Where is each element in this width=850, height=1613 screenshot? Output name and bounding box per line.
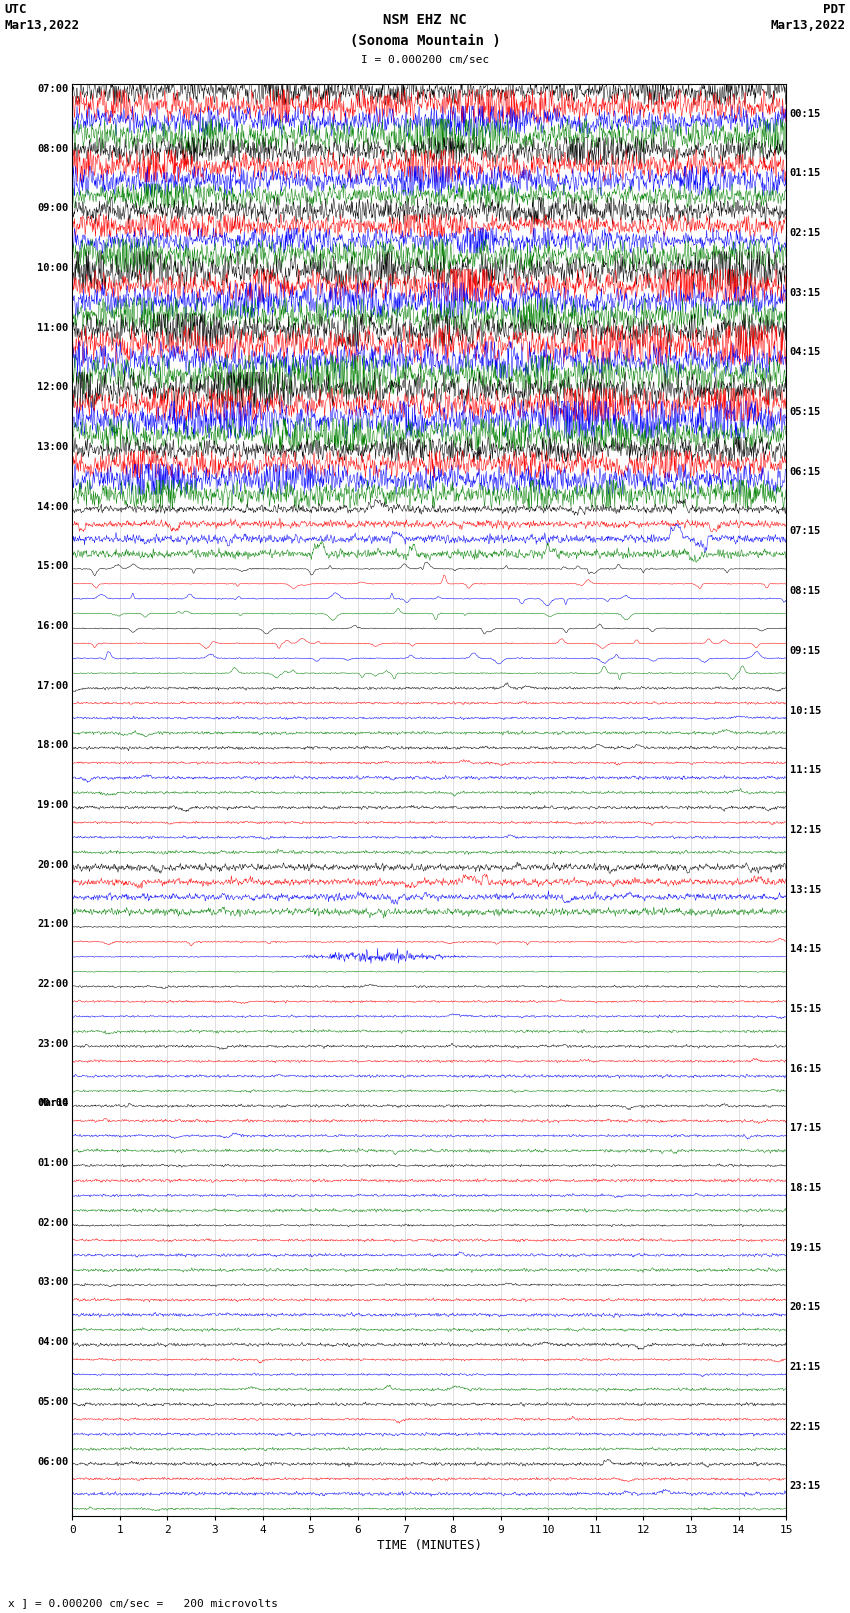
Text: 01:00: 01:00: [37, 1158, 69, 1168]
Text: 20:00: 20:00: [37, 860, 69, 869]
Text: 05:15: 05:15: [790, 406, 821, 418]
Text: 16:15: 16:15: [790, 1063, 821, 1074]
Text: 23:15: 23:15: [790, 1481, 821, 1492]
Text: 18:15: 18:15: [790, 1182, 821, 1194]
Text: x ] = 0.000200 cm/sec =   200 microvolts: x ] = 0.000200 cm/sec = 200 microvolts: [8, 1598, 279, 1608]
Text: 01:15: 01:15: [790, 168, 821, 179]
Text: 17:00: 17:00: [37, 681, 69, 690]
Text: 05:00: 05:00: [37, 1397, 69, 1407]
Text: 14:15: 14:15: [790, 944, 821, 955]
Text: 12:00: 12:00: [37, 382, 69, 392]
Text: 11:00: 11:00: [37, 323, 69, 332]
Text: 06:00: 06:00: [37, 1457, 69, 1466]
Text: 00:00: 00:00: [37, 1098, 69, 1108]
Text: 06:15: 06:15: [790, 466, 821, 477]
Text: Mar13,2022: Mar13,2022: [4, 19, 79, 32]
Text: 09:15: 09:15: [790, 645, 821, 656]
Text: 13:00: 13:00: [37, 442, 69, 452]
Text: Mar14: Mar14: [39, 1098, 69, 1108]
Text: (Sonoma Mountain ): (Sonoma Mountain ): [349, 34, 501, 47]
Text: 04:00: 04:00: [37, 1337, 69, 1347]
Text: 12:15: 12:15: [790, 824, 821, 836]
Text: 15:00: 15:00: [37, 561, 69, 571]
Text: 18:00: 18:00: [37, 740, 69, 750]
Text: 16:00: 16:00: [37, 621, 69, 631]
Text: 08:15: 08:15: [790, 586, 821, 597]
Text: 10:15: 10:15: [790, 705, 821, 716]
Text: 07:00: 07:00: [37, 84, 69, 94]
Text: 10:00: 10:00: [37, 263, 69, 273]
Text: 22:00: 22:00: [37, 979, 69, 989]
Text: 19:00: 19:00: [37, 800, 69, 810]
Text: 07:15: 07:15: [790, 526, 821, 537]
X-axis label: TIME (MINUTES): TIME (MINUTES): [377, 1539, 482, 1552]
Text: 04:15: 04:15: [790, 347, 821, 358]
Text: 02:15: 02:15: [790, 227, 821, 239]
Text: 11:15: 11:15: [790, 765, 821, 776]
Text: 03:00: 03:00: [37, 1277, 69, 1287]
Text: 20:15: 20:15: [790, 1302, 821, 1313]
Text: I = 0.000200 cm/sec: I = 0.000200 cm/sec: [361, 55, 489, 65]
Text: 09:00: 09:00: [37, 203, 69, 213]
Text: 19:15: 19:15: [790, 1242, 821, 1253]
Text: 13:15: 13:15: [790, 884, 821, 895]
Text: NSM EHZ NC: NSM EHZ NC: [383, 13, 467, 26]
Text: PDT: PDT: [824, 3, 846, 16]
Text: 22:15: 22:15: [790, 1421, 821, 1432]
Text: 15:15: 15:15: [790, 1003, 821, 1015]
Text: 21:15: 21:15: [790, 1361, 821, 1373]
Text: 00:15: 00:15: [790, 108, 821, 119]
Text: 23:00: 23:00: [37, 1039, 69, 1048]
Text: UTC: UTC: [4, 3, 26, 16]
Text: 17:15: 17:15: [790, 1123, 821, 1134]
Text: 14:00: 14:00: [37, 502, 69, 511]
Text: 02:00: 02:00: [37, 1218, 69, 1227]
Text: 21:00: 21:00: [37, 919, 69, 929]
Text: Mar13,2022: Mar13,2022: [771, 19, 846, 32]
Text: 03:15: 03:15: [790, 287, 821, 298]
Text: 08:00: 08:00: [37, 144, 69, 153]
